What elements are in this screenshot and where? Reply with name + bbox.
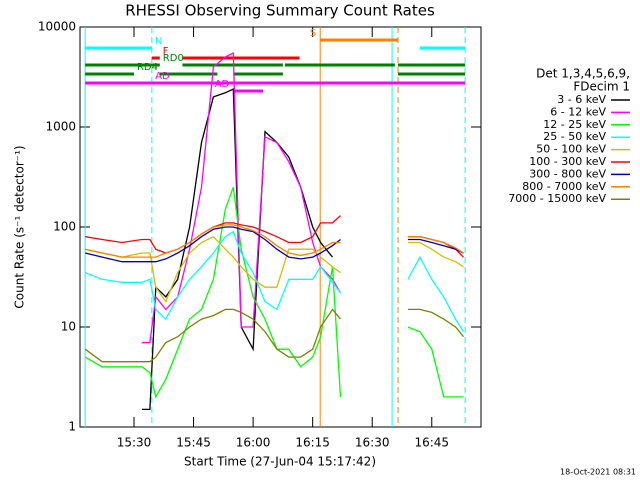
- flag-label: N: [155, 36, 162, 47]
- y-axis-label: Count Rate (s⁻¹ detector⁻¹): [13, 145, 27, 308]
- flag-label: RD0: [163, 53, 184, 64]
- series-line: [85, 226, 464, 263]
- y-tick-label: 10: [61, 320, 76, 334]
- legend-label: 3 - 6 keV: [557, 93, 606, 106]
- series-line: [84, 186, 464, 399]
- x-tick-label: 15:30: [117, 436, 152, 450]
- series-line: [85, 215, 464, 258]
- legend-label: 300 - 800 keV: [529, 167, 606, 180]
- legend-label: 50 - 100 keV: [536, 143, 606, 156]
- legend-title: Det 1,3,4,5,6,9,: [536, 67, 630, 81]
- y-tick-label: 10000: [38, 20, 76, 34]
- legend-label: 25 - 50 keV: [543, 130, 606, 143]
- x-tick-label: 16:15: [295, 436, 330, 450]
- chart-title: RHESSI Observing Summary Count Rates: [125, 2, 435, 20]
- series-line: [84, 230, 465, 332]
- footer: 18-Oct-2021 08:31: [560, 468, 636, 477]
- x-tick-label: 16:00: [236, 436, 271, 450]
- legend-label: 800 - 7000 keV: [522, 180, 606, 193]
- legend-label: 100 - 300 keV: [529, 155, 606, 168]
- legend-label: 6 - 12 keV: [550, 105, 606, 118]
- series-line: [141, 51, 342, 344]
- y-tick-label: 100: [53, 220, 76, 234]
- x-axis-label: Start Time (27-Jun-04 15:17:42): [184, 455, 376, 469]
- legend-label: 12 - 25 keV: [543, 118, 606, 131]
- x-tick-label: 15:45: [176, 436, 211, 450]
- x-tick-label: 16:45: [414, 436, 449, 450]
- series-line: [84, 308, 465, 363]
- series-line: [85, 235, 464, 303]
- legend-label: 7000 - 15000 keV: [508, 192, 606, 205]
- y-tick-label: 1000: [45, 120, 76, 134]
- flag-label: RD4: [137, 62, 158, 73]
- legend-title: FDecim 1: [573, 80, 630, 94]
- x-tick-label: 16:30: [355, 436, 390, 450]
- flag-label: AD: [215, 79, 230, 90]
- y-tick-label: 1: [68, 420, 76, 434]
- flag-label: S: [310, 28, 316, 39]
- series-line: [85, 224, 464, 258]
- flag-label: AD: [155, 71, 170, 82]
- flag-label: F: [163, 46, 169, 57]
